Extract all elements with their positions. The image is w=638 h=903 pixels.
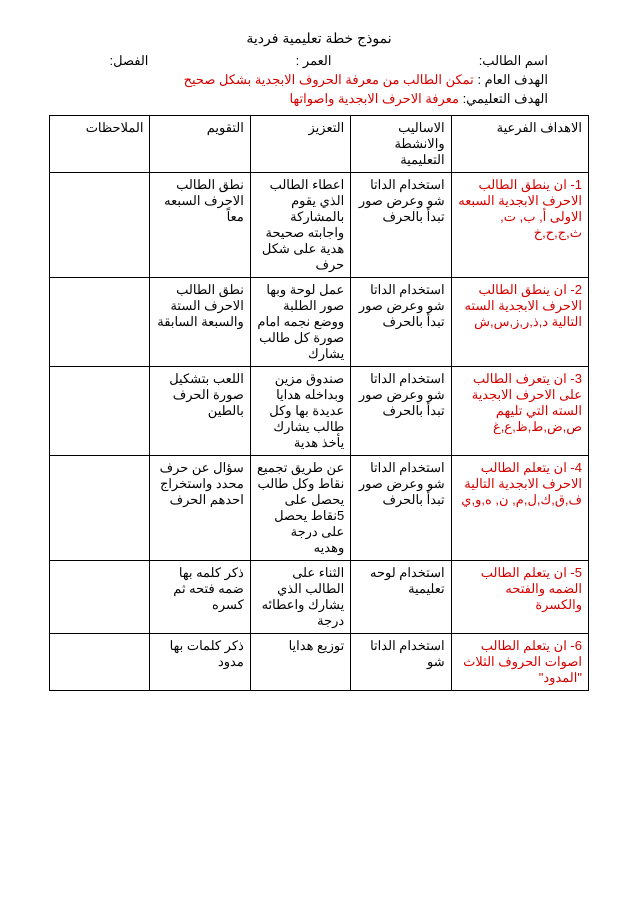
col-header-goals: الاهداف الفرعية: [451, 116, 588, 173]
col-header-reinforce: التعزيز: [250, 116, 350, 173]
cell-reinforce: صندوق مزين وبداخله هدايا عديدة بها وكل ط…: [250, 367, 350, 456]
class-label: الفصل:: [110, 53, 149, 68]
cell-eval: سؤال عن حرف محدد واستخراج احدهم الحرف: [150, 456, 250, 561]
col-header-notes: الملاحظات: [50, 116, 150, 173]
cell-notes: [50, 634, 150, 691]
table-row: 6- ان يتعلم الطالب اصوات الحروف الثلاث "…: [50, 634, 589, 691]
goal-number: 1-: [567, 177, 582, 192]
educ-goal-label: الهدف التعليمي:: [463, 91, 548, 106]
cell-eval: نطق الطالب الاحرف الستة والسبعة السابقة: [150, 278, 250, 367]
general-goal-text: تمكن الطالب من معرفة الحروف الابجدية بشك…: [184, 72, 474, 87]
table-row: 3- ان يتعرف الطالب على الاحرف الابجدية ا…: [50, 367, 589, 456]
table-header-row: الاهداف الفرعية الاساليب والانشطة التعلي…: [50, 116, 589, 173]
cell-eval: اللعب بتشكيل صورة الحرف بالطين: [150, 367, 250, 456]
cell-methods: استخدام لوحه تعليمية: [351, 561, 451, 634]
cell-goal: 3- ان يتعرف الطالب على الاحرف الابجدية ا…: [451, 367, 588, 456]
general-goal-line: الهدف العام : تمكن الطالب من معرفة الحرو…: [20, 72, 618, 88]
cell-notes: [50, 456, 150, 561]
cell-methods: استخدام الداتا شو وعرض صور تبدأ بالحرف: [351, 173, 451, 278]
cell-reinforce: عن طريق تجميع نقاط وكل طالب يحصل على 5نق…: [250, 456, 350, 561]
form-title: نموذج خطة تعليمية فردية: [20, 30, 618, 47]
cell-notes: [50, 278, 150, 367]
educ-goal-text: معرفة الاحرف الابجدية واصواتها: [290, 91, 459, 106]
cell-reinforce: الثناء على الطالب الذي يشارك واعطائه درج…: [250, 561, 350, 634]
goal-text: ان يتعلم الطالب اصوات الحروف الثلاث "الم…: [463, 638, 582, 685]
goal-text: ان ينطق الطالب الاحرف الابجدية السبعه ال…: [458, 177, 582, 240]
goal-number: 6-: [567, 638, 582, 653]
cell-notes: [50, 561, 150, 634]
cell-reinforce: توزيع هدايا: [250, 634, 350, 691]
goal-text: ان يتعرف الطالب على الاحرف الابجدية الست…: [472, 371, 582, 434]
table-row: 2- ان ينطق الطالب الاحرف الابجدية السته …: [50, 278, 589, 367]
cell-eval: ذكر كلمه بها ضمه فتحه ثم كسره: [150, 561, 250, 634]
cell-goal: 2- ان ينطق الطالب الاحرف الابجدية السته …: [451, 278, 588, 367]
educ-goal-line: الهدف التعليمي: معرفة الاحرف الابجدية وا…: [20, 91, 618, 107]
cell-reinforce: اعطاء الطالب الذي يقوم بالمشاركة واجابته…: [250, 173, 350, 278]
general-goal-label: الهدف العام :: [477, 72, 548, 87]
student-name-label: اسم الطالب:: [479, 53, 548, 68]
goal-number: 5-: [567, 565, 582, 580]
lesson-plan-table: الاهداف الفرعية الاساليب والانشطة التعلي…: [49, 115, 589, 691]
cell-methods: استخدام الداتا شو وعرض صور تبدأ بالحرف: [351, 367, 451, 456]
cell-methods: استخدام الداتا شو وعرض صور تبدأ بالحرف: [351, 278, 451, 367]
cell-methods: استخدام الداتا شو: [351, 634, 451, 691]
cell-eval: ذكر كلمات بها مدود: [150, 634, 250, 691]
goal-number: 3-: [567, 371, 582, 386]
table-row: 4- ان يتعلم الطالب الاحرف الابجدية التال…: [50, 456, 589, 561]
cell-goal: 4- ان يتعلم الطالب الاحرف الابجدية التال…: [451, 456, 588, 561]
col-header-methods: الاساليب والانشطة التعليمية: [351, 116, 451, 173]
cell-reinforce: عمل لوحة وبها صور الطلبة ووضع نجمه امام …: [250, 278, 350, 367]
table-row: 5- ان يتعلم الطالب الضمه والفتحه والكسرة…: [50, 561, 589, 634]
cell-notes: [50, 173, 150, 278]
cell-methods: استخدام الداتا شو وعرض صور تبدأ بالحرف: [351, 456, 451, 561]
cell-goal: 1- ان ينطق الطالب الاحرف الابجدية السبعه…: [451, 173, 588, 278]
col-header-eval: التقويم: [150, 116, 250, 173]
cell-goal: 6- ان يتعلم الطالب اصوات الحروف الثلاث "…: [451, 634, 588, 691]
goal-number: 2-: [567, 282, 582, 297]
cell-notes: [50, 367, 150, 456]
goal-text: ان يتعلم الطالب الاحرف الابجدية التالية …: [461, 460, 582, 507]
goal-number: 4-: [567, 460, 582, 475]
table-row: 1- ان ينطق الطالب الاحرف الابجدية السبعه…: [50, 173, 589, 278]
cell-eval: نطق الطالب الاحرف السبعه معاً: [150, 173, 250, 278]
age-label: العمر :: [296, 53, 332, 68]
goal-text: ان ينطق الطالب الاحرف الابجدية السته الت…: [465, 282, 582, 329]
cell-goal: 5- ان يتعلم الطالب الضمه والفتحه والكسرة: [451, 561, 588, 634]
student-info-line: اسم الطالب: العمر : الفصل:: [20, 53, 618, 69]
